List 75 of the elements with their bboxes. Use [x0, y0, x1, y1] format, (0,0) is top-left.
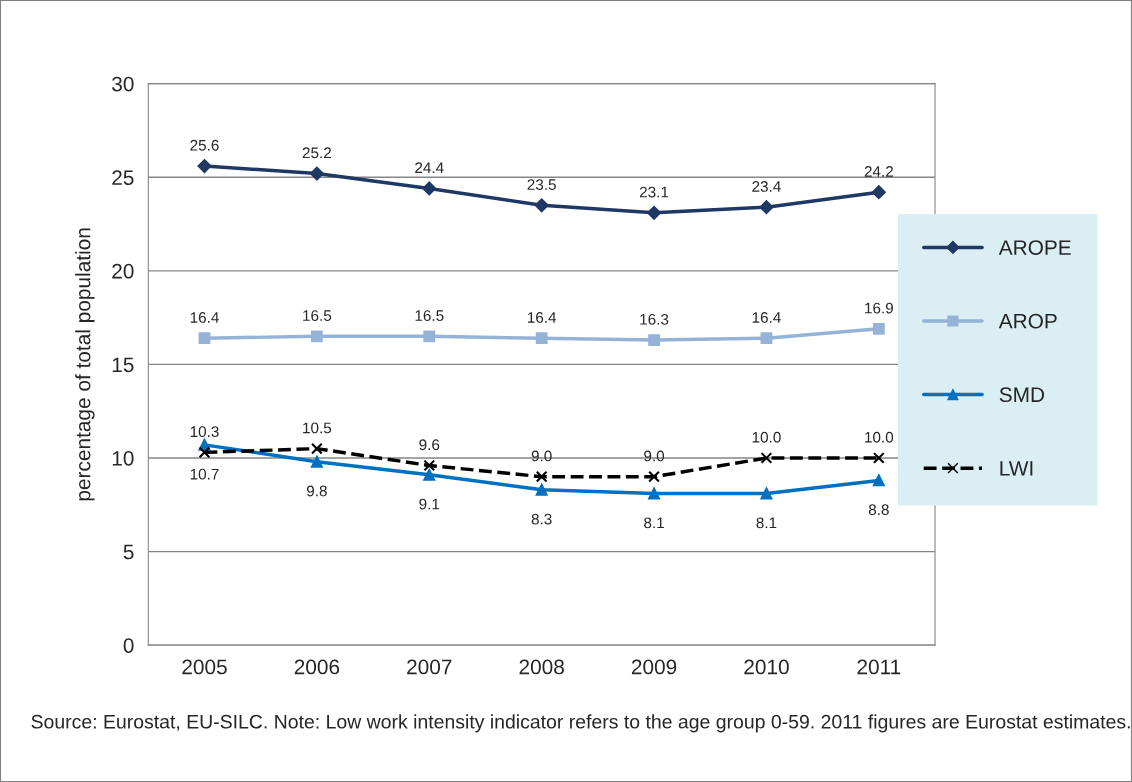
point — [760, 487, 773, 500]
point — [423, 468, 436, 481]
data-label: 9.8 — [306, 485, 327, 497]
legend-label: LWI — [1000, 461, 1033, 476]
point — [872, 474, 885, 487]
point — [198, 446, 211, 459]
data-label: 10.5 — [303, 422, 332, 434]
x-tick-label: 2010 — [744, 659, 789, 675]
data-label: 9.0 — [531, 450, 552, 462]
point — [309, 166, 324, 181]
data-label: 10.7 — [190, 468, 219, 480]
data-label: 10.0 — [752, 431, 781, 443]
x-tick-label: 2011 — [857, 659, 901, 675]
y-tick-label: 15 — [112, 357, 134, 373]
point — [872, 322, 885, 335]
data-label: 16.5 — [303, 310, 332, 321]
data-label: 24.2 — [864, 166, 893, 177]
point — [760, 332, 773, 345]
point — [534, 198, 549, 213]
point — [423, 459, 436, 472]
data-label: 25.2 — [302, 147, 331, 159]
data-label: 8.1 — [644, 517, 664, 529]
point — [535, 470, 548, 483]
point — [759, 200, 774, 215]
data-label: 16.3 — [640, 313, 669, 325]
data-label: 16.5 — [415, 310, 444, 321]
data-label: 23.1 — [639, 186, 669, 198]
y-tick-label: 5 — [123, 544, 134, 560]
point — [535, 483, 548, 496]
y-tick-label: 30 — [112, 76, 134, 92]
data-label: 9.0 — [644, 450, 665, 462]
point — [535, 332, 548, 345]
x-tick-label: 2008 — [519, 659, 564, 675]
y-tick-label: 10 — [112, 450, 134, 466]
x-tick-label: 2006 — [294, 659, 340, 675]
y-axis-title: percentage of total population — [75, 228, 95, 501]
data-label: 10.3 — [190, 426, 219, 438]
y-tick-label: 20 — [112, 263, 134, 279]
point — [310, 455, 323, 468]
data-label: 8.8 — [868, 504, 889, 516]
y-tick-label: 0 — [123, 638, 134, 653]
point — [648, 487, 660, 500]
point — [760, 452, 773, 464]
data-label: 24.4 — [415, 162, 444, 173]
legend-label: AROP — [998, 313, 1057, 329]
legend-label: SMD — [999, 387, 1045, 403]
data-label: 23.4 — [752, 181, 781, 192]
point — [423, 330, 436, 343]
point — [871, 185, 886, 200]
data-label: 16.4 — [527, 312, 557, 323]
point — [872, 452, 885, 464]
data-label: 25.6 — [190, 139, 219, 151]
x-tick-label: 2007 — [407, 659, 452, 675]
data-label: 23.5 — [527, 179, 556, 190]
data-label: 8.1 — [756, 517, 777, 529]
point — [310, 330, 323, 343]
data-label: 16.4 — [190, 312, 219, 323]
source-note: Source: Eurostat, EU-SILC. Note: Low work intensity indicator refers to the age group 0-59. 2011 figures are Eurostat estimates. — [31, 714, 1130, 733]
data-label: 16.9 — [865, 302, 893, 314]
point — [197, 159, 212, 173]
data-label: 8.3 — [531, 513, 552, 525]
x-tick-label: 2009 — [631, 659, 677, 675]
point — [648, 470, 660, 483]
point — [310, 442, 323, 455]
x-tick-label: 2005 — [182, 659, 227, 675]
y-tick-label: 25 — [112, 170, 134, 186]
point — [422, 181, 437, 196]
point — [647, 205, 661, 220]
data-label: 9.6 — [419, 439, 440, 451]
data-label: 9.1 — [419, 498, 440, 510]
legend-label: AROPE — [998, 240, 1071, 255]
point — [648, 334, 660, 346]
point — [198, 332, 211, 345]
data-label: 10.0 — [865, 431, 894, 443]
data-label: 16.4 — [752, 312, 781, 323]
